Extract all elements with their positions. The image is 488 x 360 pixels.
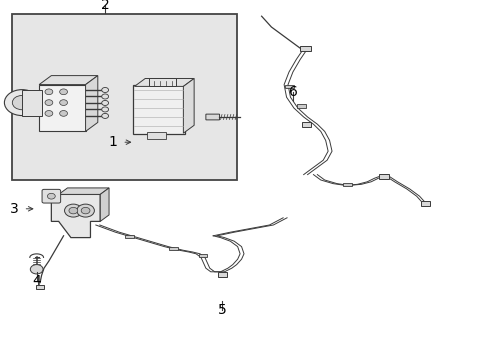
FancyBboxPatch shape [218, 272, 226, 277]
Circle shape [60, 100, 67, 105]
FancyBboxPatch shape [22, 90, 41, 116]
FancyBboxPatch shape [146, 132, 166, 139]
Polygon shape [183, 78, 194, 133]
FancyBboxPatch shape [301, 122, 311, 127]
Circle shape [47, 193, 55, 199]
FancyBboxPatch shape [205, 114, 219, 120]
Circle shape [102, 113, 108, 118]
Circle shape [102, 94, 108, 99]
Circle shape [102, 87, 108, 93]
Circle shape [45, 100, 53, 105]
Polygon shape [85, 76, 98, 131]
Circle shape [45, 89, 53, 95]
Text: 6: 6 [288, 85, 297, 99]
Circle shape [60, 89, 67, 95]
FancyBboxPatch shape [39, 85, 85, 131]
FancyBboxPatch shape [149, 78, 176, 86]
FancyBboxPatch shape [297, 104, 305, 108]
Circle shape [69, 207, 78, 214]
Polygon shape [39, 76, 98, 85]
FancyBboxPatch shape [36, 284, 44, 289]
Text: 2: 2 [101, 0, 109, 12]
Text: 1: 1 [108, 135, 117, 149]
Polygon shape [100, 188, 109, 221]
Polygon shape [134, 78, 194, 86]
Circle shape [4, 90, 40, 116]
FancyBboxPatch shape [420, 201, 429, 206]
Circle shape [64, 204, 82, 217]
Text: 4: 4 [32, 274, 41, 288]
FancyBboxPatch shape [285, 85, 293, 88]
FancyBboxPatch shape [12, 14, 237, 180]
Circle shape [102, 107, 108, 112]
Circle shape [81, 207, 90, 214]
Circle shape [12, 95, 32, 110]
FancyBboxPatch shape [169, 247, 178, 250]
Text: 5: 5 [218, 303, 226, 316]
FancyBboxPatch shape [133, 85, 184, 134]
Polygon shape [51, 194, 100, 238]
Circle shape [102, 100, 108, 105]
Circle shape [60, 111, 67, 116]
Text: 3: 3 [10, 202, 19, 216]
Circle shape [77, 204, 94, 217]
FancyBboxPatch shape [342, 183, 351, 186]
FancyBboxPatch shape [125, 235, 134, 238]
Circle shape [45, 111, 53, 116]
FancyBboxPatch shape [378, 174, 388, 179]
FancyBboxPatch shape [42, 189, 61, 203]
Circle shape [30, 265, 43, 274]
Polygon shape [59, 188, 109, 194]
FancyBboxPatch shape [198, 254, 207, 257]
FancyBboxPatch shape [300, 46, 310, 51]
